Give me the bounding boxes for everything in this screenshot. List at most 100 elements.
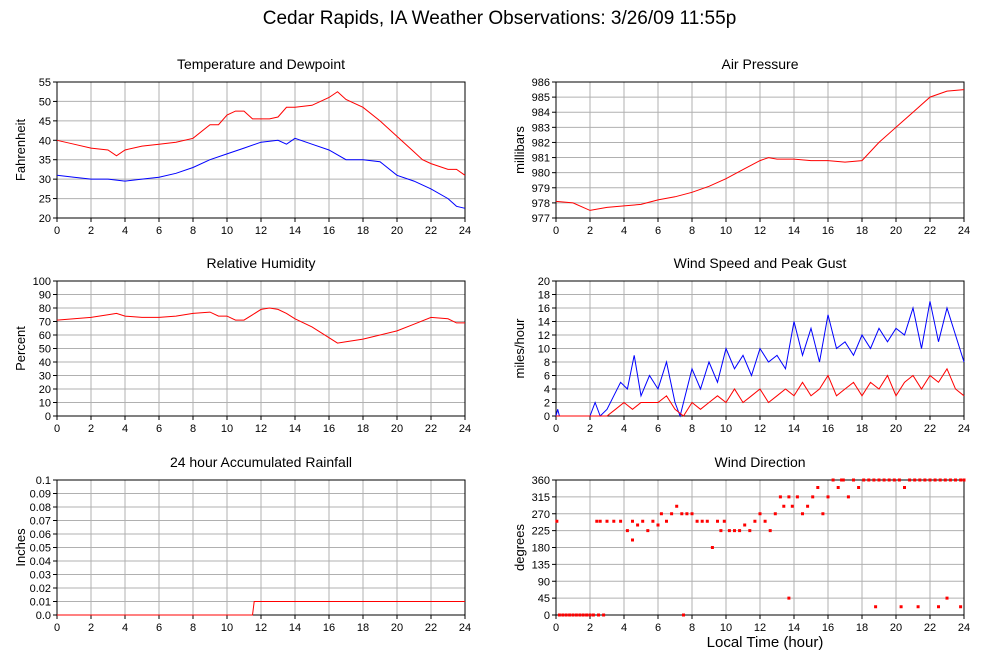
y-tick-label: 978 <box>532 198 550 210</box>
x-tick-label: 0 <box>553 423 559 435</box>
direction-point <box>700 519 704 523</box>
y-tick-label: 0.01 <box>30 597 51 609</box>
direction-point <box>913 478 917 482</box>
y-tick-label: 360 <box>532 475 550 487</box>
x-tick-label: 6 <box>156 225 162 237</box>
x-tick-label: 12 <box>754 622 766 634</box>
wind-series-0-line <box>555 301 965 418</box>
x-tick-label: 2 <box>88 423 94 435</box>
direction-point <box>918 478 922 482</box>
direction-point <box>959 478 963 482</box>
x-tick-label: 10 <box>221 622 233 634</box>
direction-point <box>595 519 599 523</box>
y-tick-label: 30 <box>39 174 51 186</box>
y-tick-label: 315 <box>532 492 550 504</box>
direction-point <box>578 613 582 617</box>
x-tick-label: 8 <box>689 622 695 634</box>
direction-point <box>877 478 881 482</box>
x-tick-label: 20 <box>890 225 902 237</box>
y-tick-label: 30 <box>39 371 51 383</box>
x-tick-label: 24 <box>958 423 970 435</box>
y-tick-label: 0.07 <box>30 516 51 528</box>
x-tick-label: 12 <box>255 225 267 237</box>
y-tick-label: 100 <box>33 276 51 288</box>
y-tick-label: 0.03 <box>30 570 51 582</box>
y-tick-label: 979 <box>532 183 550 195</box>
x-tick-label: 24 <box>958 225 970 237</box>
x-tick-label: 16 <box>822 423 834 435</box>
direction-point <box>743 523 747 527</box>
x-tick-label: 10 <box>221 423 233 435</box>
x-tick-label: 12 <box>255 423 267 435</box>
direction-point <box>892 478 896 482</box>
direction-point <box>557 613 561 617</box>
x-tick-label: 24 <box>459 622 471 634</box>
y-tick-label: 40 <box>39 135 51 147</box>
y-tick-label: 4 <box>544 384 550 396</box>
y-tick-label: 50 <box>39 96 51 108</box>
x-tick-label: 20 <box>890 622 902 634</box>
direction-point <box>641 519 645 523</box>
direction-point <box>937 605 940 609</box>
direction-point <box>938 478 942 482</box>
y-tick-label: 20 <box>39 213 51 225</box>
direction-point <box>585 613 589 617</box>
direction-point <box>897 478 901 482</box>
x-tick-label: 18 <box>357 225 369 237</box>
x-tick-label: 6 <box>156 622 162 634</box>
x-tick-label: 14 <box>788 423 800 435</box>
x-tick-label: 4 <box>122 423 128 435</box>
x-tick-label: 24 <box>958 622 970 634</box>
direction-point <box>605 519 609 523</box>
direction-point <box>773 512 777 516</box>
y-tick-label: 225 <box>532 526 550 538</box>
direction-point <box>598 519 602 523</box>
x-tick-label: 22 <box>924 423 936 435</box>
direction-point <box>748 529 752 533</box>
y-tick-label: 986 <box>532 77 550 89</box>
y-tick-label: 90 <box>39 290 51 302</box>
direction-point <box>705 519 709 523</box>
x-tick-label: 4 <box>122 622 128 634</box>
direction-point <box>908 478 912 482</box>
direction-point <box>680 512 684 516</box>
direction-point <box>787 495 791 499</box>
direction-point <box>840 478 844 482</box>
x-tick-label: 14 <box>289 423 301 435</box>
direction-point <box>795 495 799 499</box>
direction-point <box>591 613 595 617</box>
y-tick-label: 982 <box>532 137 550 149</box>
direction-point <box>651 519 655 523</box>
direction-point <box>738 529 742 533</box>
direction-point <box>826 495 830 499</box>
direction-point <box>561 613 565 617</box>
common-x-axis-label: Local Time (hour) <box>706 634 824 651</box>
direction-point <box>933 478 937 482</box>
direction-point <box>695 519 699 523</box>
direction-point <box>790 504 794 508</box>
y-tick-label: 40 <box>39 357 51 369</box>
direction-point <box>727 529 731 533</box>
y-tick-label: 55 <box>39 77 51 89</box>
direction-point <box>867 478 871 482</box>
x-tick-label: 0 <box>54 225 60 237</box>
y-tick-label: 0.04 <box>30 556 51 568</box>
pressure-chart: 0 2 4 6 8 10 12 14 16 18 20 22 249779789799809819829… <box>512 56 970 237</box>
x-tick-label: 24 <box>459 423 471 435</box>
direction-point <box>597 613 600 617</box>
temp-title: Temperature and Dewpoint <box>177 56 345 72</box>
x-tick-label: 0 <box>54 423 60 435</box>
direction-point <box>588 613 592 617</box>
direction-point <box>581 613 585 617</box>
temp-series-1-line <box>56 137 466 209</box>
x-tick-label: 6 <box>655 622 661 634</box>
direction-point <box>675 504 679 508</box>
y-tick-label: 45 <box>39 116 51 128</box>
direction-point <box>631 519 634 523</box>
x-tick-label: 4 <box>621 423 627 435</box>
direction-point <box>874 605 878 609</box>
y-tick-label: 0.0 <box>36 610 51 622</box>
direction-point <box>758 512 762 516</box>
y-tick-label: 80 <box>39 303 51 315</box>
